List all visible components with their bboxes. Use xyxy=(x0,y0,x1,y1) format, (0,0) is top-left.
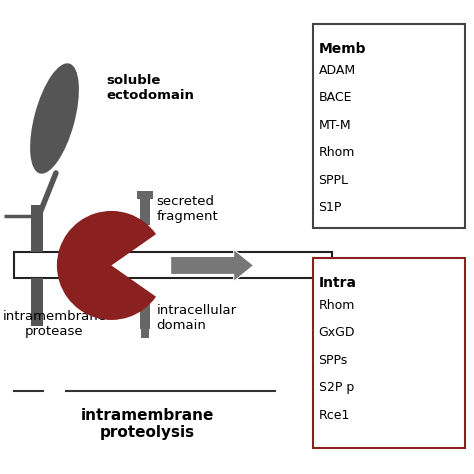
Text: cell membrane: cell membrane xyxy=(344,256,444,270)
FancyArrow shape xyxy=(171,249,254,282)
Text: SPPs: SPPs xyxy=(319,354,348,366)
Text: intracellular
domain: intracellular domain xyxy=(156,303,237,332)
Text: MT-M: MT-M xyxy=(319,119,351,132)
Text: soluble
ectodomain: soluble ectodomain xyxy=(107,73,194,102)
Text: S1P: S1P xyxy=(319,201,342,214)
FancyBboxPatch shape xyxy=(313,24,465,228)
Text: Rhom: Rhom xyxy=(319,299,355,311)
Bar xyxy=(141,329,149,338)
Text: Intra: Intra xyxy=(319,276,356,291)
Bar xyxy=(31,279,43,326)
Text: secreted
fragment: secreted fragment xyxy=(156,194,218,223)
Text: intramembrane
proteolysis: intramembrane proteolysis xyxy=(80,408,214,440)
Text: Rhom: Rhom xyxy=(319,146,355,159)
Wedge shape xyxy=(57,211,156,320)
Bar xyxy=(140,199,150,225)
Text: S2P p: S2P p xyxy=(319,381,354,394)
Bar xyxy=(137,191,153,199)
Text: SPPL: SPPL xyxy=(319,174,348,187)
Bar xyxy=(31,205,43,252)
Text: Memb: Memb xyxy=(319,42,366,56)
Text: intramembrane
protease: intramembrane protease xyxy=(2,310,107,338)
Text: ADAM: ADAM xyxy=(319,64,356,77)
Ellipse shape xyxy=(30,64,79,173)
Bar xyxy=(140,303,150,329)
Bar xyxy=(14,253,332,279)
Text: GxGD: GxGD xyxy=(319,326,355,339)
Text: Rce1: Rce1 xyxy=(319,409,350,421)
Text: BACE: BACE xyxy=(319,91,352,104)
FancyBboxPatch shape xyxy=(313,258,465,448)
